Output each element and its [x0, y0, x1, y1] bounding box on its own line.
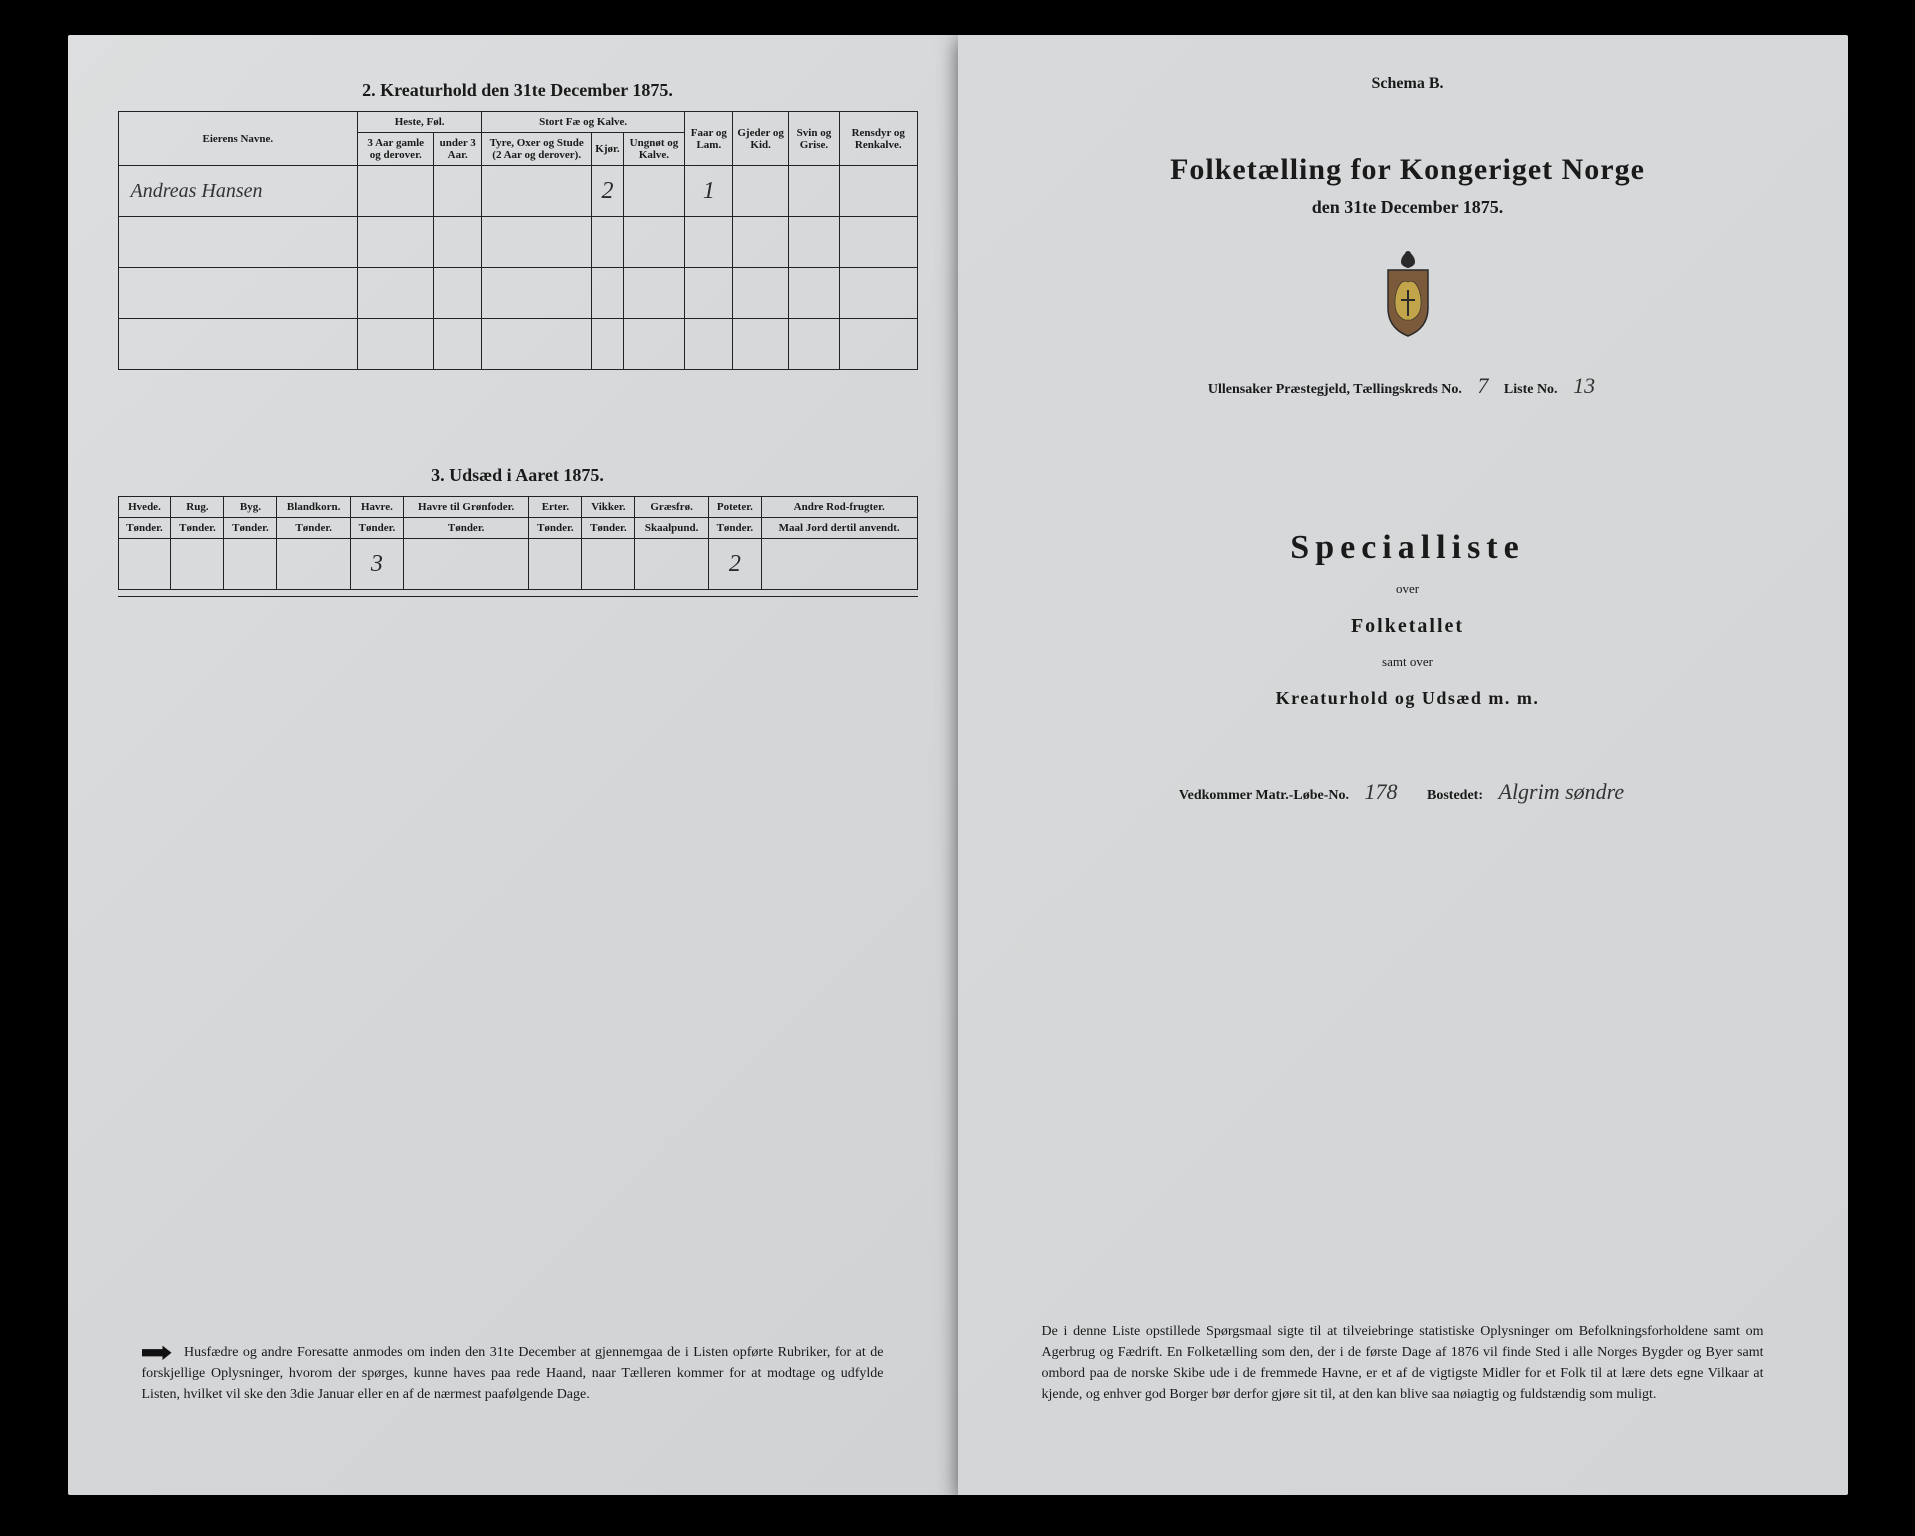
cell	[118, 539, 171, 590]
cell	[171, 539, 224, 590]
cell-oats: 3	[350, 539, 403, 590]
table2-row-1: Andreas Hansen 2 1	[118, 166, 917, 217]
unit: Tønder.	[529, 518, 582, 539]
right-page: Schema B. Folketælling for Kongeriget No…	[958, 35, 1848, 1495]
cell	[582, 539, 635, 590]
col-cattle-sub2: Kjør.	[592, 133, 623, 166]
owner-name: Andreas Hansen	[118, 166, 358, 217]
page-spread: 2. Kreaturhold den 31te December 1875. E…	[68, 0, 1848, 1495]
cell	[358, 166, 434, 217]
col-reindeer: Rensdyr og Renkalve.	[840, 112, 917, 166]
table2-row-empty	[118, 217, 917, 268]
cell	[277, 539, 351, 590]
vedk-label: Vedkommer Matr.-Løbe-No.	[1179, 788, 1349, 803]
right-footer: De i denne Liste opstillede Spørgsmaal s…	[1028, 1321, 1778, 1405]
table2-title: 2. Kreaturhold den 31te December 1875.	[118, 80, 918, 101]
cell	[482, 166, 592, 217]
samt-label: samt over	[1008, 654, 1808, 670]
unit: Tønder.	[582, 518, 635, 539]
col-horses-sub2: under 3 Aar.	[434, 133, 482, 166]
cell	[224, 539, 277, 590]
specialliste-title: Specialliste	[1008, 529, 1808, 567]
col-owner: Eierens Navne.	[118, 112, 358, 166]
main-title: Folketælling for Kongeriget Norge	[1008, 153, 1808, 187]
left-footer-text: Husfædre og andre Foresatte anmodes om i…	[142, 1345, 884, 1402]
rule	[118, 596, 918, 597]
table3-udsæd: Hvede. Rug. Byg. Blandkorn. Havre. Havre…	[118, 496, 918, 590]
table2-row-empty	[118, 268, 917, 319]
cell-potatoes: 2	[708, 539, 761, 590]
table3-header-row: Hvede. Rug. Byg. Blandkorn. Havre. Havre…	[118, 497, 917, 518]
matr-no: 178	[1353, 779, 1410, 805]
bosted-name: Algrim søndre	[1487, 779, 1637, 805]
col-other: Andre Rod-frugter.	[761, 497, 917, 518]
cell-kjor: 2	[592, 166, 623, 217]
left-footer: Husfædre og andre Foresatte anmodes om i…	[128, 1342, 898, 1405]
census-date: den 31te December 1875.	[1008, 197, 1808, 218]
crest-icon	[1008, 248, 1808, 343]
col-oats-fodder: Havre til Grønfoder.	[403, 497, 529, 518]
table2-kreaturhold: Eierens Navne. Heste, Føl. Stort Fæ og K…	[118, 111, 918, 370]
unit: Tønder.	[403, 518, 529, 539]
schema-label: Schema B.	[1008, 75, 1808, 93]
col-cattle-sub1: Tyre, Oxer og Stude (2 Aar og derover).	[482, 133, 592, 166]
col-vetches: Vikker.	[582, 497, 635, 518]
col-mixed: Blandkorn.	[277, 497, 351, 518]
unit: Tønder.	[118, 518, 171, 539]
parish-line: Ullensaker Præstegjeld, Tællingskreds No…	[1008, 373, 1808, 399]
col-horses-sub1: 3 Aar gamle og derover.	[358, 133, 434, 166]
table-header-row: Eierens Navne. Heste, Føl. Stort Fæ og K…	[118, 112, 917, 133]
col-rye: Rug.	[171, 497, 224, 518]
col-horses: Heste, Føl.	[358, 112, 482, 133]
table3-title: 3. Udsæd i Aaret 1875.	[118, 465, 918, 486]
cell	[761, 539, 917, 590]
col-oats: Havre.	[350, 497, 403, 518]
folketallet-label: Folketallet	[1008, 615, 1808, 638]
liste-label: Liste No.	[1504, 382, 1558, 397]
cell	[403, 539, 529, 590]
kreatur-label: Kreaturhold og Udsæd m. m.	[1008, 688, 1808, 709]
table2-row-empty	[118, 319, 917, 370]
vedkommer-line: Vedkommer Matr.-Løbe-No. 178 Bostedet: A…	[1008, 779, 1808, 805]
unit: Tønder.	[350, 518, 403, 539]
cell	[840, 166, 917, 217]
parish-label: Ullensaker Præstegjeld, Tællingskreds No…	[1208, 382, 1462, 397]
col-cattle-sub3: Ungnøt og Kalve.	[623, 133, 685, 166]
unit: Tønder.	[277, 518, 351, 539]
over-label: over	[1008, 581, 1808, 597]
col-grass: Græsfrø.	[635, 497, 709, 518]
left-page: 2. Kreaturhold den 31te December 1875. E…	[68, 35, 958, 1495]
kreds-no: 7	[1465, 373, 1500, 399]
table3-unit-row: Tønder. Tønder. Tønder. Tønder. Tønder. …	[118, 518, 917, 539]
liste-no: 13	[1561, 373, 1607, 399]
cell	[635, 539, 709, 590]
cell	[788, 166, 839, 217]
cell	[733, 166, 788, 217]
unit: Tønder.	[224, 518, 277, 539]
unit: Skaalpund.	[635, 518, 709, 539]
unit: Maal Jord dertil anvendt.	[761, 518, 917, 539]
col-potatoes: Poteter.	[708, 497, 761, 518]
cell	[529, 539, 582, 590]
col-goats: Gjeder og Kid.	[733, 112, 788, 166]
cell-sheep: 1	[685, 166, 733, 217]
unit: Tønder.	[708, 518, 761, 539]
table3-row-1: 3 2	[118, 539, 917, 590]
cell	[623, 166, 685, 217]
bosted-label: Bostedet:	[1427, 788, 1483, 803]
col-pigs: Svin og Grise.	[788, 112, 839, 166]
col-wheat: Hvede.	[118, 497, 171, 518]
col-barley: Byg.	[224, 497, 277, 518]
unit: Tønder.	[171, 518, 224, 539]
pointer-icon	[142, 1344, 172, 1362]
col-peas: Erter.	[529, 497, 582, 518]
cell	[434, 166, 482, 217]
col-cattle: Stort Fæ og Kalve.	[482, 112, 685, 133]
col-sheep: Faar og Lam.	[685, 112, 733, 166]
